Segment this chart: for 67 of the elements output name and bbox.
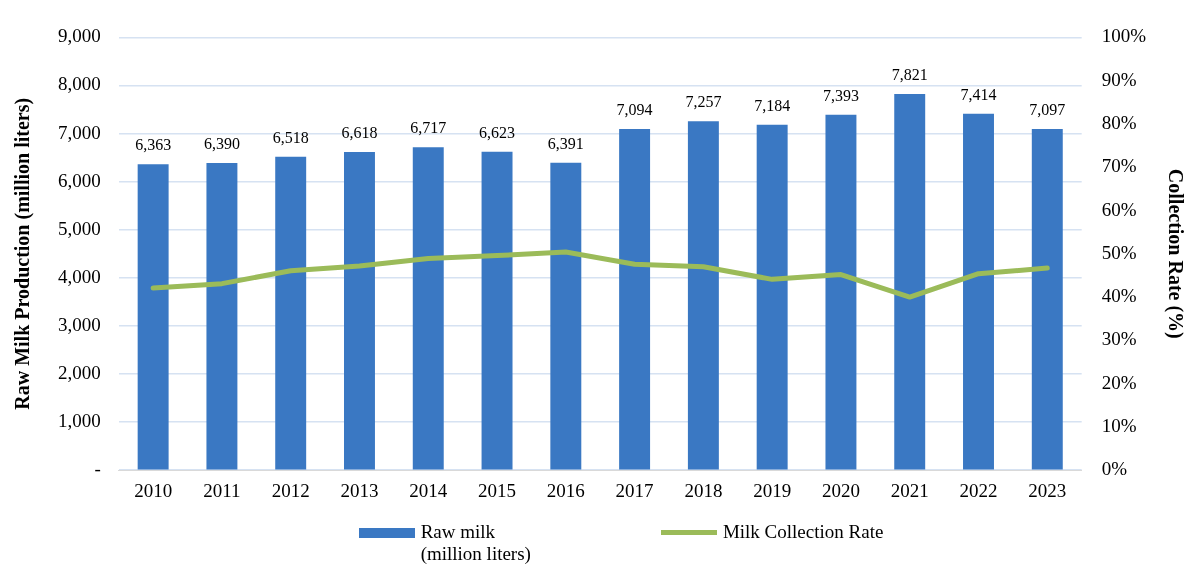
data-label: 6,717 [410, 119, 447, 137]
bar [275, 156, 307, 470]
data-label: 6,518 [272, 128, 309, 146]
y-tick-label: 7,000 [58, 121, 101, 143]
y2-tick-label: 100% [1101, 25, 1147, 47]
x-tick-label: 2020 [821, 479, 860, 501]
y2-tick-label: 90% [1101, 68, 1137, 90]
x-tick-label: 2022 [959, 479, 998, 501]
y2-tick-label: 0% [1101, 458, 1128, 480]
y-tick-label: 8,000 [58, 73, 101, 95]
data-label: 6,390 [203, 135, 240, 153]
x-tick-label: 2017 [615, 479, 654, 501]
bar [137, 164, 169, 470]
data-label: 7,094 [616, 101, 653, 119]
y-tick-label: 9,000 [58, 25, 101, 47]
y2-tick-label: 60% [1101, 198, 1137, 220]
data-label: 7,414 [960, 85, 997, 103]
y2-tick-label: 20% [1101, 371, 1137, 393]
y-tick-label: 2,000 [58, 362, 101, 384]
y-tick-label: 4,000 [58, 265, 101, 287]
y-tick-label: 3,000 [58, 313, 101, 335]
bar [481, 151, 513, 470]
bar [619, 129, 651, 470]
x-tick-label: 2016 [546, 479, 585, 501]
data-label: 6,623 [479, 123, 516, 141]
data-label: 7,097 [1029, 101, 1066, 119]
bar [550, 162, 582, 470]
data-label: 6,363 [135, 136, 172, 154]
y-tick-label: 5,000 [58, 217, 101, 239]
y2-tick-label: 40% [1101, 285, 1137, 307]
bar [687, 121, 719, 470]
y2-tick-label: 10% [1101, 414, 1137, 436]
y-axis-title: Raw Milk Production (million liters) [11, 97, 35, 410]
y-tick-label: 1,000 [58, 410, 101, 432]
data-label: 7,393 [822, 86, 859, 104]
bar [1031, 128, 1063, 470]
x-tick-label: 2015 [478, 479, 517, 501]
data-label: 6,618 [341, 124, 378, 142]
data-label: 7,184 [754, 96, 791, 114]
data-label: 6,391 [547, 135, 584, 153]
x-tick-label: 2013 [340, 479, 379, 501]
y2-tick-label: 70% [1101, 155, 1137, 177]
x-tick-label: 2010 [134, 479, 173, 501]
bar [825, 114, 857, 470]
x-tick-label: 2019 [753, 479, 792, 501]
y2-tick-label: 80% [1101, 111, 1137, 133]
legend-label: Milk Collection Rate [722, 521, 884, 543]
y-tick-label: 6,000 [58, 169, 101, 191]
x-tick-label: 2011 [203, 479, 241, 501]
data-label: 7,257 [685, 93, 722, 111]
y2-tick-label: 50% [1101, 241, 1137, 263]
x-tick-label: 2023 [1028, 479, 1067, 501]
bar [756, 124, 788, 470]
x-tick-label: 2012 [271, 479, 310, 501]
data-label: 7,821 [891, 66, 928, 84]
x-tick-label: 2014 [409, 479, 448, 501]
y-tick-label: - [94, 458, 101, 480]
bar [963, 113, 994, 470]
bar [412, 147, 444, 470]
x-tick-label: 2021 [890, 479, 929, 501]
x-tick-label: 2018 [684, 479, 723, 501]
bar [344, 151, 375, 470]
legend-label: Raw milk (million liters) [420, 521, 531, 565]
bar [206, 162, 238, 470]
y2-tick-label: 30% [1101, 328, 1137, 350]
bar [894, 94, 926, 470]
y2-axis-title: Collection Rate (%) [1163, 168, 1187, 339]
